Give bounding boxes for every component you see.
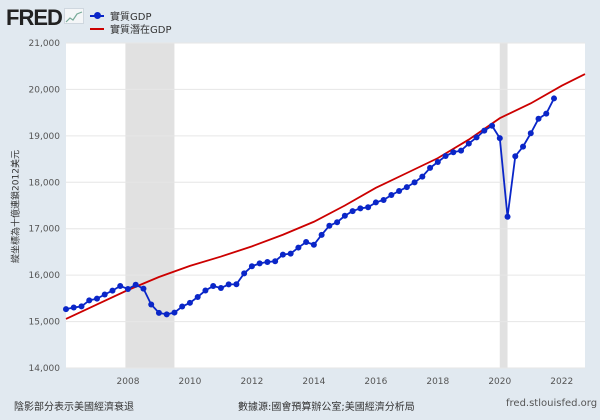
x-tick-label: 2018 [426,377,449,387]
legend-label: 實質GDP [110,12,152,23]
data-point [481,127,488,134]
data-point [287,250,294,257]
data-point [248,263,255,270]
data-point [70,304,77,311]
data-point [504,213,511,220]
data-point [63,306,69,313]
data-point [473,134,480,141]
data-point [295,244,302,251]
x-tick-label: 2012 [240,377,263,387]
data-point [179,303,186,310]
data-point [78,303,85,310]
x-tick-label: 2016 [364,377,387,387]
data-point [202,287,209,294]
data-point [489,122,496,129]
data-point [303,239,310,246]
data-point [101,291,108,298]
y-axis-label: 縱坐標為十億連鎖2012美元 [11,150,22,263]
legend-item-potential-gdp: 實質潛在GDP [90,21,171,36]
data-point [496,135,503,142]
data-point [256,260,263,267]
data-point [148,301,155,308]
data-point [186,299,193,306]
data-point [264,259,271,266]
x-tick-label: 2008 [117,377,140,387]
data-point [512,153,519,160]
legend-label: 實質潛在GDP [110,25,172,36]
data-point [318,231,325,238]
legend-item-real-gdp: 實質GDP [90,8,151,23]
data-point [419,173,426,180]
y-tick-label: 21,000 [29,39,61,49]
legend-line-red [90,27,104,30]
data-point [86,297,93,304]
data-point [217,285,224,292]
recession-note: 陰影部分表示美國經濟衰退 [14,402,134,413]
data-point [403,184,410,191]
x-tick-label: 2014 [302,377,325,387]
recession-band [499,43,508,368]
data-point [132,281,139,288]
x-tick-label: 2022 [550,377,573,387]
x-tick-label: 2020 [488,377,511,387]
data-point [365,204,372,211]
data-point [225,281,232,288]
data-point [194,293,201,300]
data-point [551,95,558,102]
data-point [458,147,465,154]
data-point [210,283,217,290]
data-point [140,285,147,292]
data-point [465,140,472,147]
data-point [372,199,379,206]
data-point [527,130,534,137]
data-point [396,188,403,195]
data-point [272,258,279,265]
data-point [442,153,449,160]
y-tick-label: 16,000 [29,271,61,281]
data-point [155,309,162,316]
recession-band [125,43,175,368]
data-point [310,241,317,248]
y-tick-label: 14,000 [29,364,61,374]
data-point [535,115,542,122]
fred-logo[interactable]: FRED [6,5,63,30]
data-point [326,222,333,229]
legend-marker-blue [90,11,104,19]
y-tick-label: 17,000 [29,225,61,235]
data-point [434,158,441,165]
data-point [357,205,364,212]
data-point [171,309,178,316]
series-line-potential-gdp [65,73,586,320]
y-tick-label: 18,000 [29,178,61,188]
data-point [93,295,100,302]
data-point [124,285,131,292]
data-point [163,311,170,318]
y-tick-label: 15,000 [29,318,61,328]
source-note: 數據源:國會預算辦公室;美國經濟分析局 [238,402,415,413]
series-line-real-gdp [65,98,555,316]
y-tick-label: 19,000 [29,132,61,142]
data-point [411,179,418,186]
data-point [117,282,124,289]
data-point [520,143,527,150]
data-point [334,219,341,226]
data-point [427,164,434,171]
data-point [388,192,395,199]
data-point [341,212,348,219]
data-point [279,251,286,258]
data-point [233,281,240,288]
data-point [450,149,457,156]
data-point [349,208,356,215]
line-graph-icon [64,8,84,24]
data-point [109,287,116,294]
data-point [241,270,248,277]
data-point [380,196,387,203]
data-point [543,110,550,117]
site-link[interactable]: fred.stlouisfed.org [506,398,598,409]
x-tick-label: 2010 [178,377,201,387]
y-tick-label: 20,000 [29,85,61,95]
